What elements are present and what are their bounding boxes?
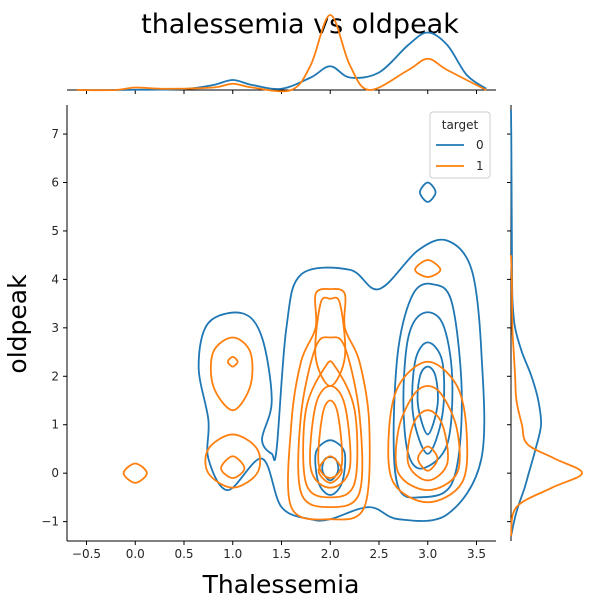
legend-label-series-0: 0 [476, 138, 484, 152]
legend: target 0 1 [429, 111, 491, 179]
marginal-x-panel [67, 14, 496, 94]
contour-series-1-14 [209, 336, 254, 412]
y-tick-label: 2 [51, 369, 59, 383]
marginal-x-density-series-1 [76, 14, 487, 93]
contour-series-1-11 [414, 259, 442, 278]
contour-series-1-1 [297, 336, 364, 508]
x-tick-label: 2.0 [321, 547, 340, 561]
contour-series-1-6 [314, 296, 347, 387]
main-plot-area: −0.5 0.0 0.5 1.0 1.5 2.0 2.5 3.0 3.5 −1 0 1 2 3 4 5 6 7 [41, 105, 496, 561]
contour-series-1-0 [287, 288, 371, 521]
y-tick-label: 7 [51, 127, 59, 141]
marginal-y-density-series-0 [510, 109, 543, 537]
contour-series-0-0 [197, 238, 486, 522]
y-tick-label: −1 [41, 515, 59, 529]
x-tick-label: 1.5 [272, 547, 291, 561]
x-axis-label: Thalessemia [202, 570, 360, 599]
contour-layer [122, 181, 486, 522]
legend-title: target [442, 118, 479, 132]
contour-series-1-9 [406, 409, 449, 482]
y-tick-label: 5 [51, 224, 59, 238]
contour-series-0-7 [419, 181, 437, 203]
chart-title: thalessemia vs oldpeak [141, 9, 459, 40]
x-tick-label: 0.0 [126, 547, 145, 561]
contour-series-1-13 [220, 455, 246, 479]
contour-series-1-2 [302, 360, 359, 499]
y-axis-label: oldpeak [3, 274, 32, 374]
marginal-y-panel [507, 105, 583, 541]
contour-series-1-16 [122, 462, 148, 484]
x-tick-label: 3.5 [467, 547, 486, 561]
marginal-x-density-series-0 [76, 31, 487, 91]
legend-label-series-1: 1 [476, 159, 484, 173]
contour-series-1-7 [387, 360, 469, 504]
contour-series-1-4 [317, 399, 344, 479]
x-tick-label: 3.0 [418, 547, 437, 561]
contour-series-1-12 [204, 433, 262, 489]
y-tick-label: 0 [51, 466, 59, 480]
x-tick-label: 1.0 [223, 547, 242, 561]
y-tick-label: 1 [51, 418, 59, 432]
y-tick-label: 4 [51, 272, 59, 286]
x-tick-label: 0.5 [174, 547, 193, 561]
x-tick-label: 2.5 [369, 547, 388, 561]
contour-series-0-2 [402, 311, 454, 470]
contour-series-0-3 [411, 341, 446, 455]
contour-series-0-4 [416, 365, 439, 436]
contour-series-1-5 [317, 455, 343, 484]
contour-series-1-10 [417, 445, 439, 472]
contour-series-0-6 [321, 456, 340, 482]
contour-series-1-15 [226, 356, 239, 368]
axes: −0.5 0.0 0.5 1.0 1.5 2.0 2.5 3.0 3.5 −1 0 1 2 3 4 5 6 7 [41, 105, 496, 561]
contour-series-0-5 [314, 439, 347, 496]
y-tick-label: 3 [51, 321, 59, 335]
marginal-y-density-series-1 [510, 255, 583, 537]
contour-series-1-8 [394, 385, 461, 492]
y-tick-label: 6 [51, 176, 59, 190]
x-tick-label: −0.5 [72, 547, 101, 561]
